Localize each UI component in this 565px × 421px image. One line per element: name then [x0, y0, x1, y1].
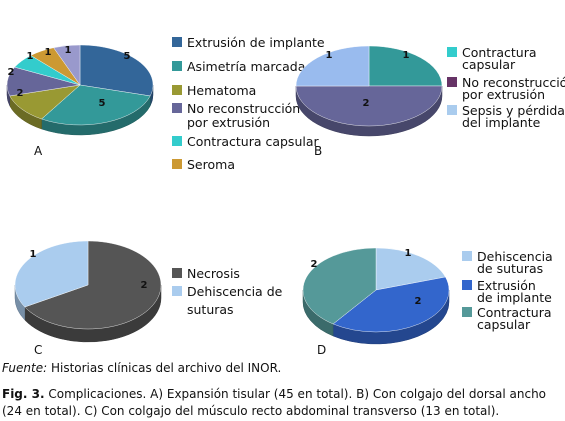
legend-A-label-1: Asimetría marcada — [187, 59, 305, 74]
pie-C-slice-1 — [14, 240, 89, 308]
legend-A-swatch-3 — [172, 103, 182, 113]
legend-A-swatch-5 — [172, 159, 182, 169]
legend-C-label-1-line-1: suturas — [187, 302, 234, 317]
legend-B-label-2-line-1: del implante — [462, 115, 541, 130]
legend-A-label-3-line-1: por extrusión — [187, 115, 270, 130]
legend-D-label-1-line-1: de implante — [477, 290, 552, 305]
pie-C-slice-0 — [24, 240, 162, 330]
legend-B-label-0-line-0: Contractura — [462, 45, 537, 60]
legend-B-label-0-line-1: capsular — [462, 57, 516, 72]
figure-label: Fig. 3. — [2, 387, 45, 401]
legend-B-label-2-line-0: Sepsis y pérdida — [462, 103, 565, 118]
panel-letter-B: B — [314, 144, 322, 158]
legend-D-label-1-line-0: Extrusión — [477, 278, 536, 293]
pie-B-value-label-2: 1 — [326, 50, 333, 61]
pie-B-slice-0 — [368, 45, 443, 87]
source-label: Fuente: — [2, 361, 48, 375]
source-line: Fuente: Historias clínicas del archivo d… — [2, 360, 281, 377]
legend-C-label-0: Necrosis — [187, 266, 240, 281]
pie-D-slice-0 — [375, 247, 446, 291]
legend-B-label-1-line-0: No reconstrucción — [462, 75, 565, 90]
pie-D-value-label-1: 2 — [415, 296, 422, 307]
legend-D-label-2-line-1: capsular — [477, 317, 531, 332]
legend-C-swatch-0 — [172, 268, 182, 278]
pie-B-value-label-0: 1 — [403, 50, 410, 61]
pie-chart-C: 2 1 C Necrosis Dehiscencia de suturas — [14, 240, 283, 357]
pie-A-value-label-0: 5 — [124, 51, 131, 62]
legend-D-label-2-line-0: Contractura — [477, 305, 552, 320]
pie-A-value-label-3: 2 — [8, 67, 15, 78]
legend-D-swatch-1 — [462, 280, 472, 290]
pie-C-value-label-0: 2 — [141, 280, 148, 291]
legend-A-label-3-line-0: No reconstrucción — [187, 101, 300, 116]
pie-C-value-label-1: 1 — [30, 249, 37, 260]
legend-A-label-4: Contractura capsular — [187, 134, 320, 149]
legend-D-label-0-line-0: Dehiscencia — [477, 249, 553, 264]
pie-A-value-label-1: 5 — [99, 98, 106, 109]
source-text: Historias clínicas del archivo del INOR. — [47, 361, 282, 375]
pie-B-value-label-1: 2 — [363, 98, 370, 109]
legend-B-swatch-2 — [447, 105, 457, 115]
panel-letter-D: D — [317, 343, 326, 357]
pie-D-value-label-0: 1 — [405, 248, 412, 259]
pie-A-value-label-5: 1 — [45, 47, 52, 58]
legend-A-label-2: Hematoma — [187, 83, 256, 98]
pie-D-value-label-2: 2 — [311, 259, 318, 270]
panel-letter-C: C — [34, 343, 42, 357]
pie-A-value-label-6: 1 — [65, 45, 72, 56]
panel-letter-A: A — [34, 144, 43, 158]
legend-A-label-0: Extrusión de implante — [187, 35, 325, 50]
legend-C-label-1-line-0: Dehiscencia de — [187, 284, 283, 299]
pie-A-slice-0 — [79, 44, 154, 97]
pie-D-slice-2 — [302, 247, 377, 325]
pie-D-slice-1 — [332, 276, 450, 333]
pie-A-value-label-4: 1 — [27, 51, 34, 62]
legend-B-swatch-0 — [447, 47, 457, 57]
legend-C-swatch-1 — [172, 286, 182, 296]
legend-D-swatch-0 — [462, 251, 472, 261]
legend-D-label-0-line-1: de suturas — [477, 261, 543, 276]
pie-A-value-label-2: 2 — [17, 88, 24, 99]
pie-B-slice-1 — [295, 85, 443, 127]
figure-caption: Fig. 3. Complicaciones. A) Expansión tis… — [2, 386, 564, 420]
legend-A-swatch-4 — [172, 136, 182, 146]
legend-A-swatch-1 — [172, 61, 182, 71]
legend-D-swatch-2 — [462, 307, 472, 317]
pie-B-slice-2 — [295, 45, 370, 87]
legend-A-swatch-2 — [172, 85, 182, 95]
pie-A-slice-6 — [53, 44, 81, 86]
legend-B-swatch-1 — [447, 77, 457, 87]
legend-A-label-5: Seroma — [187, 157, 235, 172]
legend-A-swatch-0 — [172, 37, 182, 47]
legend-B-label-1-line-1: por extrusión — [462, 87, 545, 102]
figure-caption-text: Complicaciones. A) Expansión tisular (45… — [2, 387, 547, 418]
